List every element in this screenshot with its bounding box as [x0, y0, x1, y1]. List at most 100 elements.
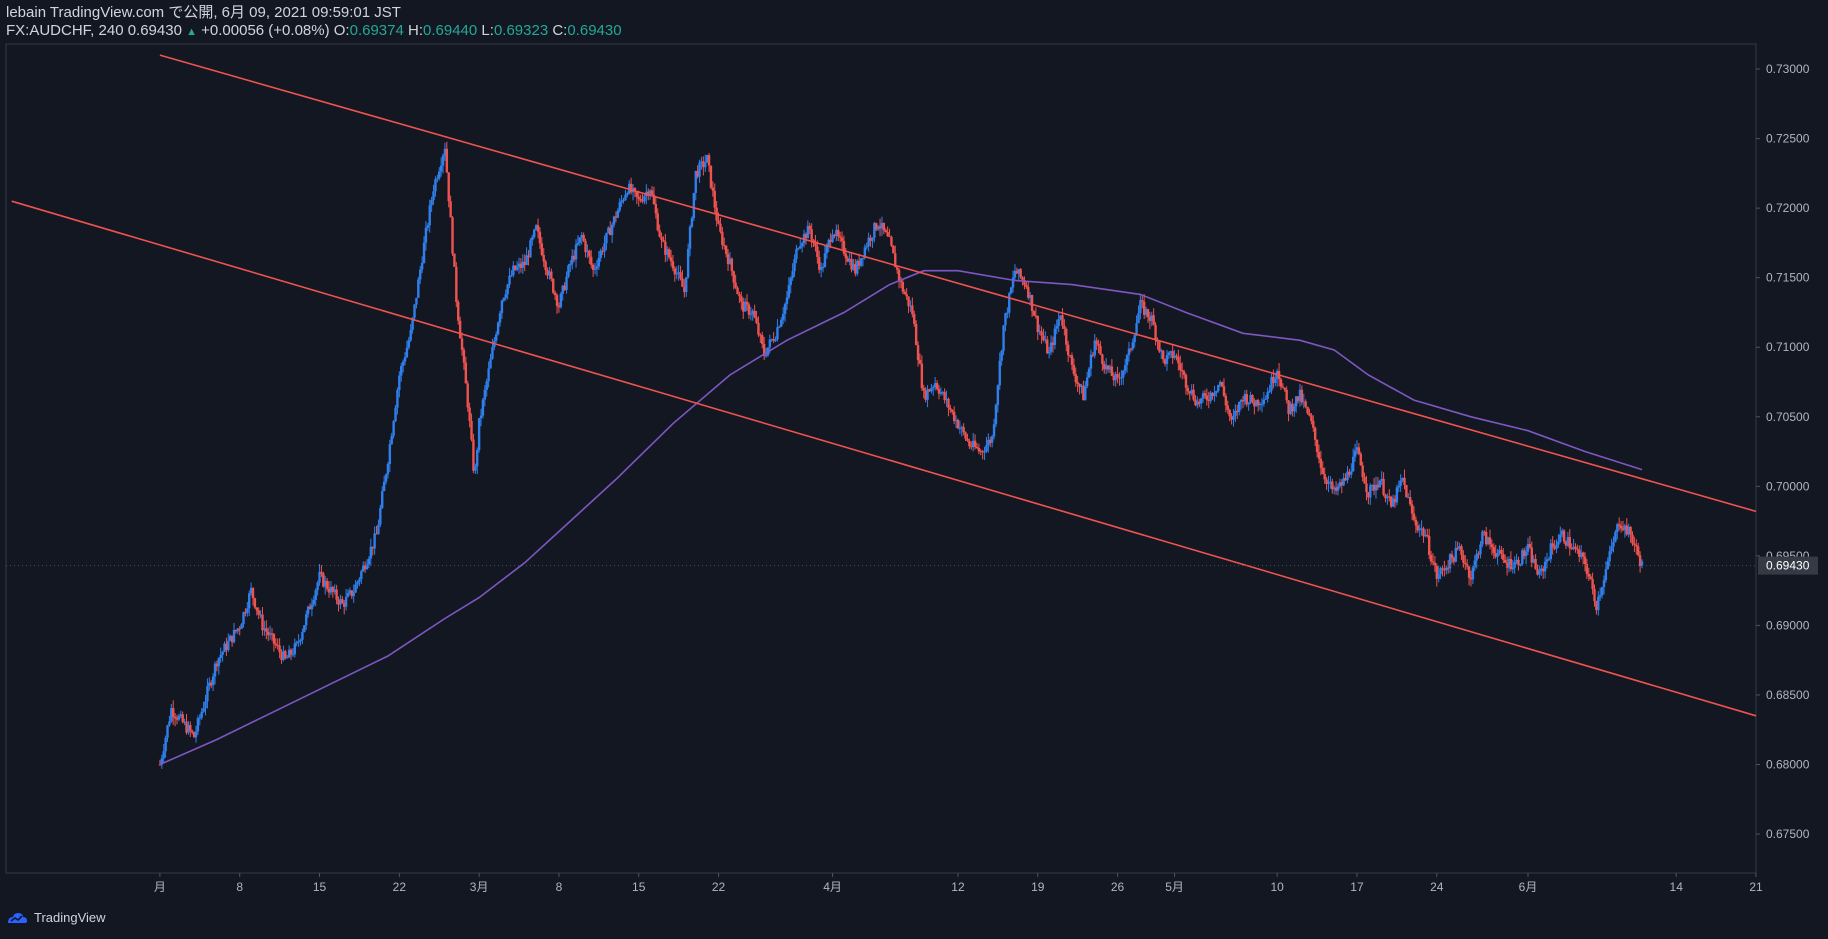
candle-body [1044, 339, 1047, 341]
candle-body [1279, 379, 1283, 387]
publish-info: lebain TradingView.com で公開, 6月 09, 2021 … [6, 4, 401, 21]
candle-body [240, 624, 243, 629]
candle-body [835, 229, 838, 236]
last-price-marker: 0.69430 [6, 556, 1818, 575]
candle-body [1262, 399, 1266, 404]
candle-body [1112, 375, 1115, 381]
candle-body [1199, 398, 1203, 404]
candle-body [1298, 389, 1302, 401]
candle-body [1540, 568, 1543, 571]
candle-body [1095, 340, 1098, 344]
candle-body [951, 409, 954, 412]
candle-body [781, 314, 785, 320]
candle-body [1576, 548, 1579, 550]
candle-body [324, 580, 327, 587]
candle-body [1310, 415, 1313, 421]
candle-body [759, 334, 762, 336]
candle-body [1122, 370, 1125, 378]
candle-body [1389, 496, 1393, 507]
candle-body [730, 258, 734, 272]
candle-body [935, 383, 939, 389]
candle-body [1338, 482, 1342, 487]
candle-body [1114, 374, 1117, 381]
candle-body [1116, 374, 1119, 378]
candle-body [810, 229, 813, 240]
candle-body [1104, 365, 1108, 370]
candle-body [198, 717, 202, 719]
candle-body [1412, 513, 1416, 520]
candle-body [466, 383, 469, 408]
candle-body [1198, 401, 1201, 404]
candle-body [719, 223, 722, 232]
candle-body [595, 266, 599, 269]
candle-body [854, 263, 857, 274]
candle-body [677, 272, 680, 274]
candle-body [170, 708, 173, 722]
time-axis[interactable]: 月 8 15 22 3月 8 15 22 4月 12 19 26 5月 10 17 24 6月 14 21 [154, 873, 1763, 894]
candle-body [1515, 559, 1518, 563]
candle-body [856, 260, 859, 274]
candle-body [941, 392, 944, 394]
candle-body [1589, 576, 1592, 580]
candle-body [1125, 355, 1129, 366]
candle-body [1190, 389, 1193, 394]
candle-body [1015, 270, 1019, 274]
candle-body [420, 262, 424, 270]
candle-body [1426, 534, 1429, 537]
candle-body [1524, 551, 1528, 557]
candle-body [1625, 525, 1628, 535]
candle-body [1051, 342, 1055, 346]
candle-body [384, 474, 388, 482]
candle-body [939, 392, 943, 394]
ohlc-row: FX:AUDCHF, 240 0.69430 ▲ +0.00056 (+0.08… [6, 22, 622, 41]
candle-body [476, 450, 479, 467]
candle-body [244, 612, 247, 614]
candle-body [1260, 403, 1264, 405]
candle-body [987, 439, 990, 446]
candle-body [1473, 560, 1476, 568]
candle-body [1135, 323, 1138, 336]
candle-body [1306, 406, 1309, 414]
candle-body [419, 269, 422, 280]
candle-body [1312, 420, 1315, 428]
candle-body [496, 322, 500, 335]
candles-layer [158, 141, 1644, 769]
candle-body [639, 198, 642, 201]
candle-body [1435, 566, 1438, 579]
candle-body [818, 257, 821, 270]
candle-body [1380, 478, 1383, 481]
candle-body [770, 339, 773, 341]
candle-body [322, 573, 325, 587]
candle-body [544, 261, 547, 270]
candle-body [1334, 487, 1338, 491]
candle-body [1467, 566, 1471, 578]
candle-body [1572, 546, 1575, 550]
candle-body [1106, 365, 1110, 370]
candle-body [1009, 287, 1013, 294]
candle-body [453, 253, 456, 267]
candle-body [989, 439, 992, 443]
candle-body [1431, 561, 1435, 563]
candle-body [654, 204, 658, 214]
candle-body [318, 571, 321, 583]
candle-body [791, 271, 794, 279]
price-axis[interactable]: 0.73000 0.72500 0.72000 0.71500 0.71000 0.705… [1756, 62, 1810, 841]
candle-body [994, 404, 998, 425]
candle-body [487, 368, 490, 382]
candle-body [1061, 315, 1064, 326]
candle-body [173, 716, 177, 719]
candle-body [489, 358, 492, 369]
candle-body [607, 227, 610, 233]
candle-body [481, 399, 485, 416]
candle-body [635, 191, 639, 197]
candle-body [1604, 569, 1608, 581]
candle-body [265, 628, 268, 632]
candle-body [533, 229, 536, 238]
candle-body [230, 635, 234, 643]
candle-body [312, 600, 316, 605]
candle-body [1300, 389, 1304, 403]
y-tick-label: 0.67500 [1766, 827, 1810, 841]
candle-body [1635, 544, 1638, 547]
candle-body [1028, 294, 1032, 298]
